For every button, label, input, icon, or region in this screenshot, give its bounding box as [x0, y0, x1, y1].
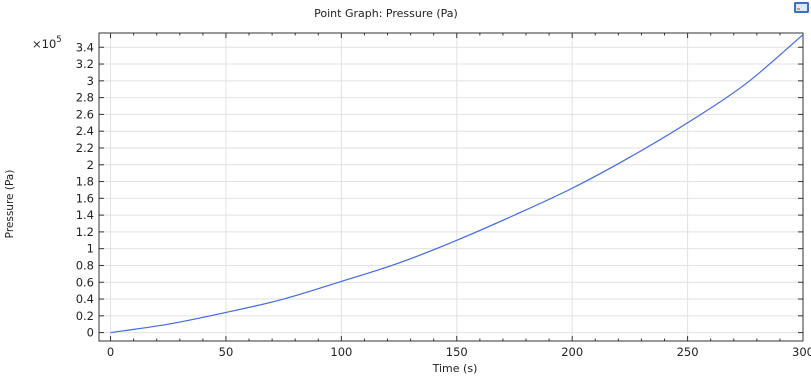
x-tick-label: 100: [330, 345, 352, 359]
y-tick-label: 3.2: [76, 57, 94, 71]
plot-window-icon[interactable]: [794, 2, 809, 13]
y-axis-multiplier: ×105: [32, 35, 62, 51]
x-tick-label: 250: [677, 345, 699, 359]
y-tick-label: 0.8: [76, 258, 94, 272]
x-axis-label: Time (s): [432, 362, 478, 375]
y-tick-label: 3.4: [76, 40, 94, 54]
y-tick-label: 1: [87, 242, 94, 256]
y-tick-label: 2.8: [76, 91, 94, 105]
chart-title: Point Graph: Pressure (Pa): [314, 7, 458, 20]
y-tick-label: 2.2: [76, 141, 94, 155]
y-tick-label: 0.4: [76, 292, 94, 306]
y-axis-label: Pressure (Pa): [4, 170, 16, 239]
x-tick-label: 300: [792, 345, 811, 359]
x-tick-label: 0: [107, 345, 114, 359]
plot-frame: [98, 32, 804, 342]
tick-labels: 0 50 100 150 200 250 300 0 0.2 0.4 0.6 0.8 1 1.2 1.4 1.…: [76, 40, 811, 359]
icon-screen: [796, 4, 807, 11]
y-tick-label: 2.4: [76, 124, 94, 138]
y-tick-label: 1.6: [76, 191, 94, 205]
y-tick-label: 0: [87, 326, 94, 340]
y-tick-label: 2: [87, 158, 94, 172]
y-tick-label: 0.6: [76, 275, 94, 289]
y-tick-label: 1.8: [76, 175, 94, 189]
y-tick-label: 0.2: [76, 309, 94, 323]
y-tick-label: 1.4: [76, 208, 94, 222]
y-multiplier-exponent: 5: [56, 35, 61, 45]
grid: [99, 33, 804, 341]
y-tick-label: 1.2: [76, 225, 94, 239]
x-tick-label: 50: [219, 345, 234, 359]
axis-ticks: [99, 33, 804, 341]
x-tick-label: 200: [561, 345, 583, 359]
y-multiplier-base: ×10: [32, 37, 56, 51]
pressure-series-line: [110, 34, 804, 334]
icon-bar: [797, 8, 800, 10]
y-tick-label: 2.6: [76, 107, 94, 121]
x-tick-label: 150: [446, 345, 468, 359]
y-tick-label: 3: [87, 74, 94, 88]
